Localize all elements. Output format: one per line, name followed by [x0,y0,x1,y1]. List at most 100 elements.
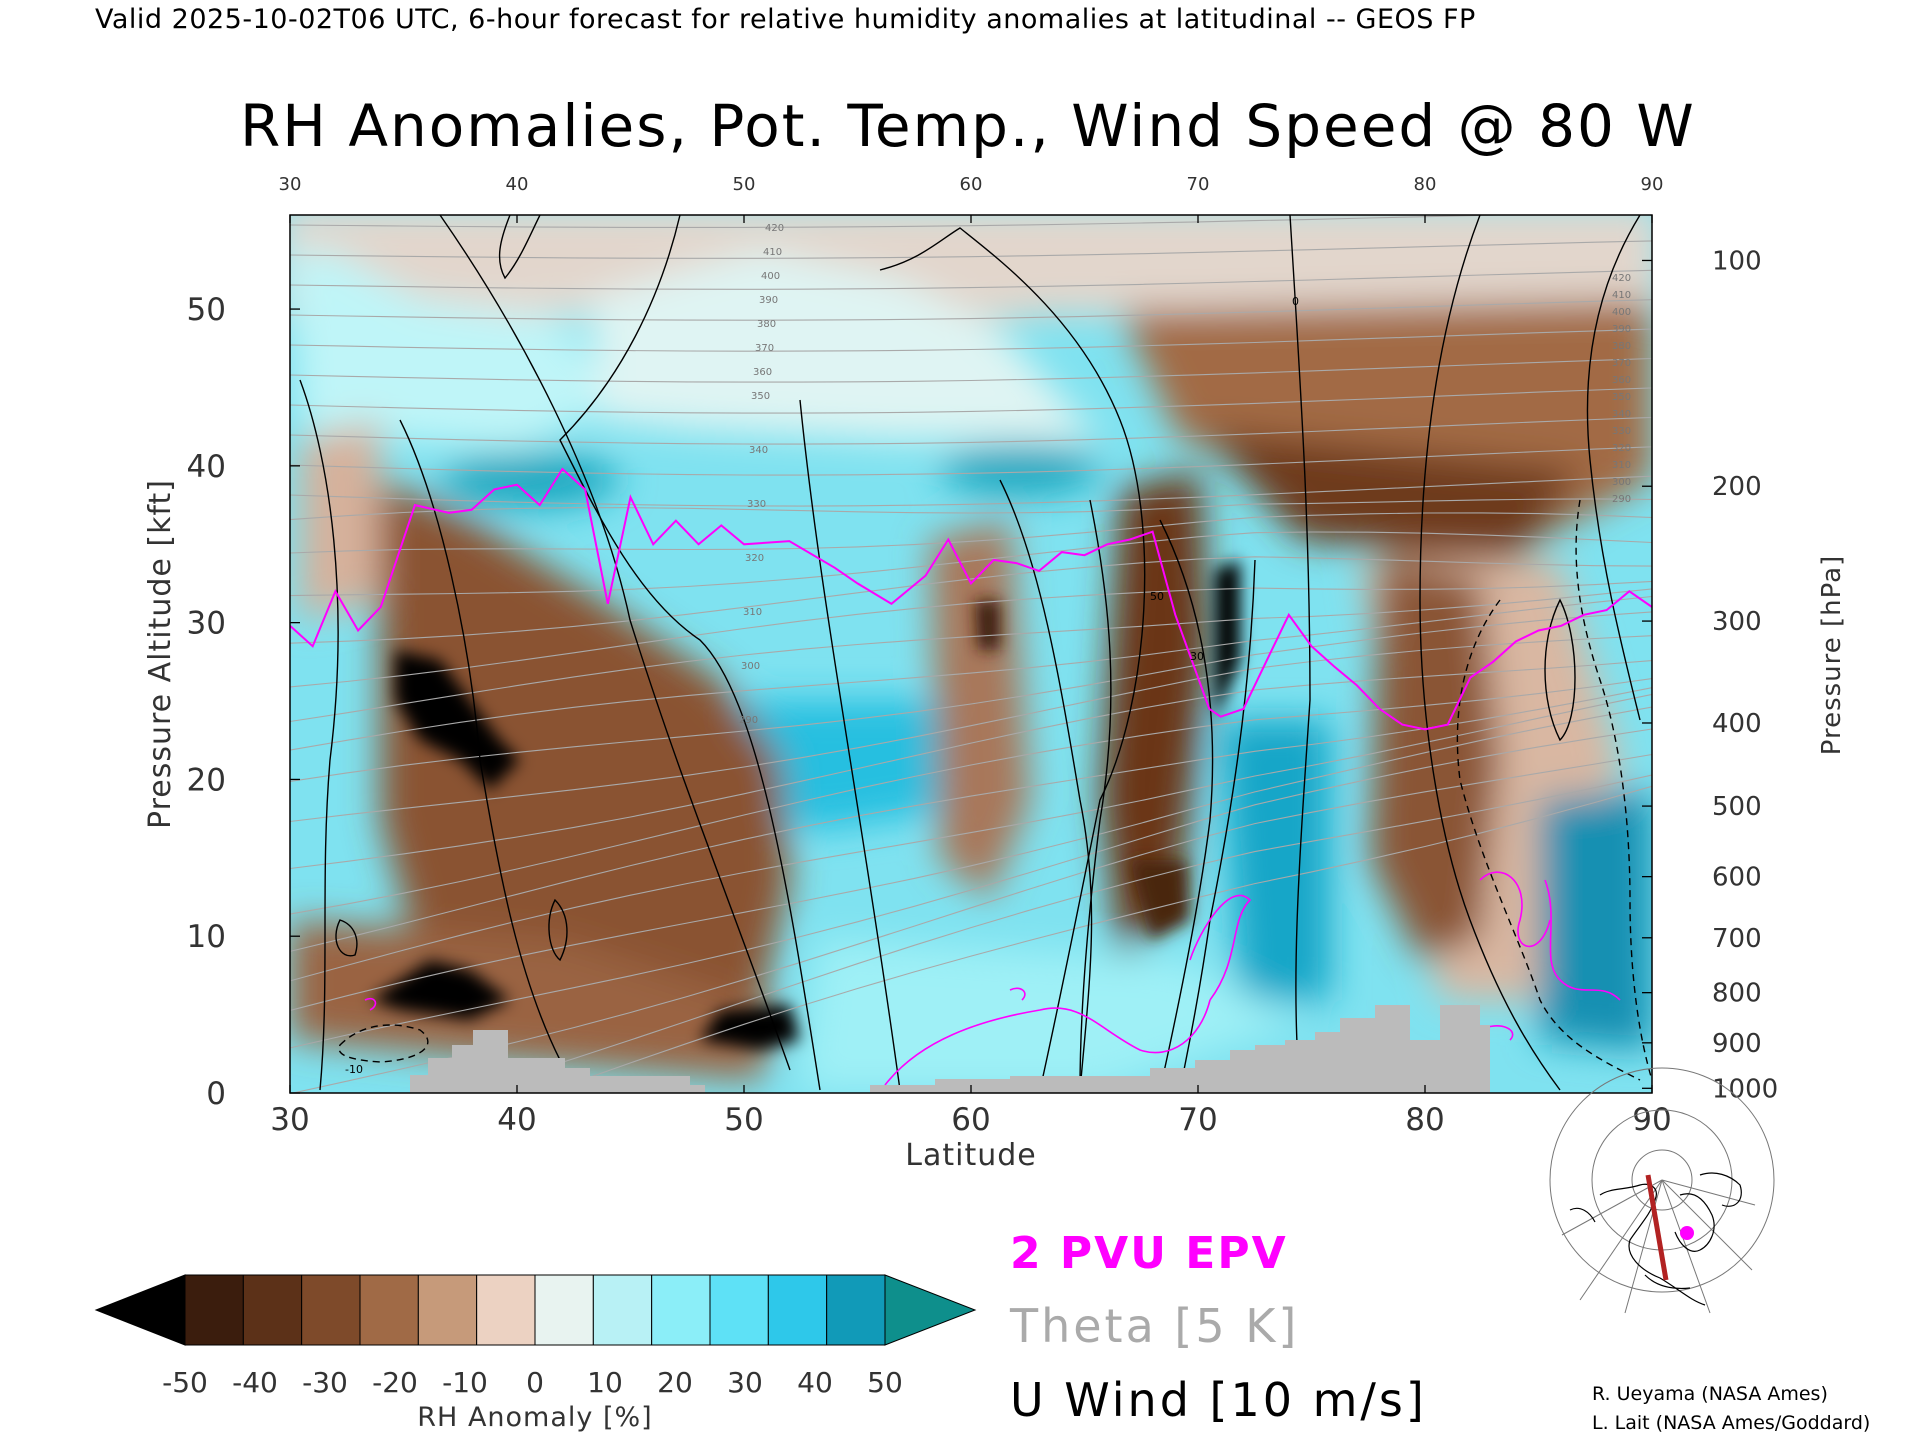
x-tick-label: 80 [1405,1102,1444,1138]
epv-2pvu-line [290,467,1652,731]
u-wind-contours [299,215,1641,1091]
colorbar-tick-label: -40 [232,1366,278,1399]
section-marker-dot [1680,1226,1694,1240]
theta-label: 390 [759,295,778,306]
colorbar-box [767,1274,828,1346]
colorbar-box [184,1274,244,1346]
colorbar-tick-label: 20 [657,1366,693,1399]
section-line [1645,1174,1669,1281]
y-tick-label: 50 [187,292,226,328]
wind-label: 0 [1292,295,1299,308]
theta-label: 330 [1612,426,1631,437]
theta-line [290,299,1652,321]
theta-line [290,498,1652,521]
theta-line [290,446,1652,476]
theta-label: 320 [1612,443,1631,454]
inset-map [1549,1067,1775,1314]
wind-label: 30 [1190,650,1204,663]
colorbar-box [301,1274,361,1346]
theta-label: 310 [1612,460,1631,471]
theta-label: 370 [755,343,774,354]
theta-label: 370 [1612,358,1631,369]
x-tick-label: 50 [724,1102,763,1138]
theta-label: 320 [745,553,764,564]
theta-line [290,753,1652,1093]
theta-line [290,660,1652,870]
theta-label: 290 [1612,494,1631,505]
colorbar-tick-label: 0 [526,1366,544,1399]
valid-time-header: Valid 2025-10-02T06 UTC, 6-hour forecast… [95,4,1476,35]
y-axis-label: Pressure Altitude [kft] [143,479,178,829]
theta-label: 300 [741,661,760,672]
theta-label: 380 [757,319,776,330]
theta-label: 400 [1612,307,1631,318]
colorbar-tick-label: -50 [162,1366,208,1399]
theta-line [290,728,1652,1049]
theta-line [290,240,1652,259]
rh-anomaly-colorbar [94,1274,977,1346]
pressure-axis-tick-labels: 100 200 300 400 500 600 700 800 900 1000 [1712,246,1778,1104]
pressure-tick-label: 100 [1712,246,1762,276]
wind-label: -10 [345,1063,363,1076]
colorbar-box [826,1274,886,1346]
top-tick-label: 90 [1641,174,1664,195]
theta-label: 420 [1612,273,1631,284]
rh-anomaly-field [290,215,1652,1093]
pressure-tick-label: 400 [1712,709,1762,739]
y-axis-tick-labels: 0 10 20 30 40 50 [187,292,226,1112]
top-tick-label: 80 [1414,174,1437,195]
colorbar-tick-label: -30 [302,1366,348,1399]
x-tick-label: 40 [497,1102,536,1138]
theta-line [290,595,1652,751]
theta-label: 410 [763,247,782,258]
colorbar-tick-label: -20 [372,1366,418,1399]
top-tick-label: 60 [960,174,983,195]
y-tick-label: 0 [206,1076,226,1112]
pressure-tick-label: 800 [1712,979,1762,1009]
theta-label: 350 [751,391,770,402]
chart-title: RH Anomalies, Pot. Temp., Wind Speed @ 8… [240,92,1696,160]
terrain-mask [410,1005,1490,1093]
legend-epv: 2 PVU EPV [1010,1228,1288,1279]
theta-line [290,580,1652,688]
theta-label: 380 [1612,341,1631,352]
theta-line [290,475,1652,507]
theta-line [290,611,1652,782]
theta-isentropes [290,215,1652,1093]
y-tick-label: 20 [187,762,226,798]
theta-line [290,269,1652,290]
top-tick-label: 70 [1187,174,1210,195]
colorbar-box [709,1274,769,1346]
pressure-axis-label: Pressure [hPa] [1817,555,1847,756]
theta-label: 410 [1612,290,1631,301]
pressure-tick-label: 600 [1712,863,1762,893]
theta-label: 310 [743,607,762,618]
colorbar-box [359,1274,419,1346]
top-tick-label: 40 [506,174,529,195]
top-tick-label: 30 [279,174,302,195]
top-tick-label: 50 [733,174,756,195]
x-tick-label: 30 [270,1102,309,1138]
x-tick-label: 90 [1632,1102,1671,1138]
legend-uwind: U Wind [10 m/s] [1010,1373,1427,1427]
theta-contour-labels: 420 420 410 410 400 400 390 390 380 380 370 370 360 3… [739,223,1631,726]
colorbar-tick-label: -10 [442,1366,488,1399]
theta-label: 290 [739,715,758,726]
colorbar-under-triangle [94,1274,186,1346]
legend-theta: Theta [5 K] [1009,1299,1299,1353]
pressure-tick-label: 700 [1712,924,1762,954]
x-tick-label: 70 [1178,1102,1217,1138]
theta-line [290,357,1652,383]
theta-label: 340 [1612,409,1631,420]
colorbar-over-triangle [884,1274,977,1346]
theta-label: 390 [1612,324,1631,335]
theta-line [290,588,1652,723]
pressure-tick-label: 1000 [1712,1074,1778,1104]
top-axis-tick-labels: 30 40 50 60 70 80 90 [279,174,1664,195]
colorbar-box [242,1274,303,1346]
axis-ticks [289,215,1653,1094]
theta-line [290,328,1652,352]
theta-line [290,531,1652,597]
theta-label: 330 [747,499,766,510]
